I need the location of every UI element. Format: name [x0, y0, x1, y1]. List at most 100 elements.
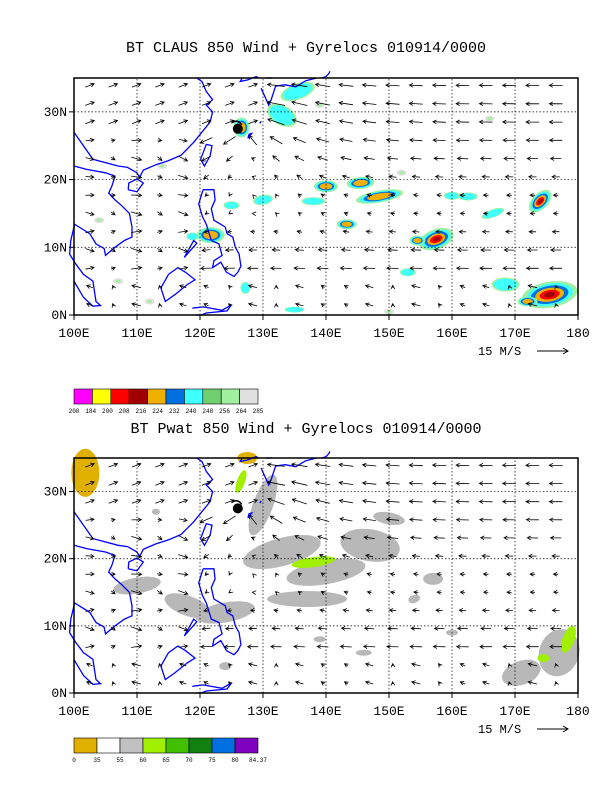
- pwat-moist-4: [267, 591, 348, 607]
- pwat-wind-vectors: [85, 462, 563, 686]
- claus-wind-arrow: [436, 211, 442, 216]
- pwat-moist-6: [164, 593, 211, 619]
- pwat-wind-arrow: [293, 644, 305, 649]
- pwat-wind-arrow: [364, 553, 374, 559]
- pwat-wind-arrow: [339, 644, 352, 649]
- pwat-wind-arrow: [455, 644, 469, 649]
- pwat-wind-arrow: [250, 536, 256, 541]
- pwat-y-tick-label: 10N: [44, 619, 67, 634]
- claus-wind-arrow: [249, 229, 256, 235]
- claus-y-tick-label: 20N: [44, 173, 67, 188]
- pwat-wind-arrow: [362, 499, 377, 504]
- pwat-coastline-1: [73, 457, 214, 559]
- claus-wind-arrow: [387, 247, 398, 253]
- pwat-wind-arrow: [364, 680, 374, 685]
- pwat-x-tick-label: 100E: [58, 704, 89, 719]
- claus-wind-arrow: [343, 211, 349, 217]
- claus-wind-arrow: [131, 302, 141, 307]
- claus-wind-arrow: [320, 212, 326, 217]
- claus-wind-arrow: [85, 156, 95, 161]
- pwat-wind-arrow: [525, 481, 540, 486]
- pwat-gyre-marker: [232, 503, 243, 514]
- pwat-wind-arrow: [225, 480, 235, 486]
- claus-wind-arrow: [340, 247, 351, 253]
- claus-gyre-marker: [232, 123, 243, 134]
- claus-wind-arrow: [459, 192, 466, 198]
- claus-cloud-14-1: [283, 83, 313, 100]
- pwat-wind-arrow: [408, 481, 423, 486]
- pwat-wind-arrow: [251, 554, 257, 559]
- claus-wind-arrow: [436, 192, 442, 198]
- pwat-wind-arrow: [503, 626, 515, 631]
- pwat-wind-arrow: [85, 680, 93, 686]
- claus-wind-arrow: [252, 194, 257, 200]
- pwat-wind-arrow: [228, 681, 233, 686]
- claus-wind-arrow: [272, 155, 280, 162]
- pwat-wind-arrow: [110, 608, 116, 613]
- claus-wind-arrow: [314, 100, 331, 106]
- pwat-wind-arrow: [552, 571, 559, 577]
- claus-wind-arrow: [294, 284, 304, 289]
- claus-colorbar-swatch: [92, 388, 112, 405]
- claus-light-core-7: [159, 164, 165, 168]
- claus-cloud-3-3: [522, 298, 533, 305]
- pwat-wind-arrow: [482, 680, 490, 686]
- claus-wind-arrow: [551, 229, 560, 234]
- claus-wind-arrow: [155, 101, 165, 106]
- claus-wind-arrow: [478, 101, 493, 106]
- claus-wind-arrow: [178, 247, 189, 253]
- claus-colorbar-label: 248: [202, 408, 213, 415]
- pwat-wind-arrow: [157, 644, 163, 650]
- pwat-coastline-9: [260, 457, 317, 487]
- pwat-coastline-5: [183, 618, 198, 637]
- pwat-wind-arrow: [529, 571, 536, 577]
- pwat-wind-arrow: [339, 517, 353, 522]
- pwat-wind-arrow: [527, 553, 537, 559]
- claus-wind-arrow: [274, 284, 279, 290]
- claus-wind-arrow: [228, 284, 233, 290]
- pwat-wind-arrow: [131, 536, 143, 541]
- claus-wind-arrow: [227, 174, 233, 179]
- claus-wind-arrow: [501, 101, 516, 106]
- pwat-wind-arrow: [361, 462, 377, 468]
- claus-wind-arrow: [459, 303, 466, 308]
- claus-wind-arrow: [266, 82, 285, 88]
- claus-wind-arrow: [455, 119, 470, 125]
- claus-wind-arrow: [251, 175, 257, 180]
- claus-wind-arrow: [409, 137, 423, 143]
- pwat-wind-arrow: [410, 626, 422, 631]
- pwat-wind-arrow: [527, 662, 538, 667]
- claus-wind-arrow: [178, 211, 189, 217]
- pwat-wind-arrow: [502, 517, 516, 522]
- pwat-moist-9: [423, 572, 444, 585]
- pwat-wind-arrow: [247, 680, 258, 685]
- pwat-gridlines: [74, 458, 578, 693]
- pwat-wind-arrow: [504, 553, 514, 559]
- pwat-x-tick-label: 170E: [499, 704, 530, 719]
- claus-wind-arrow: [361, 101, 377, 106]
- claus-wind-arrow: [178, 155, 189, 162]
- claus-wind-arrow: [131, 156, 143, 162]
- claus-wind-arrow: [526, 156, 539, 161]
- pwat-wind-arrow: [270, 644, 282, 649]
- claus-wind-arrow: [364, 284, 374, 289]
- pwat-coastline-10: [321, 451, 331, 459]
- claus-x-tick-label: 170E: [499, 326, 530, 341]
- claus-colorbar-label: 216: [136, 408, 147, 415]
- pwat-wind-arrow: [85, 480, 95, 486]
- claus-wind-arrow: [410, 247, 422, 253]
- claus-wind-arrow: [199, 137, 213, 144]
- pwat-moist-12: [151, 508, 160, 515]
- pwat-colorbar-label: 80: [231, 757, 239, 764]
- pwat-wind-arrow: [342, 608, 350, 613]
- claus-wind-arrow: [554, 302, 559, 308]
- pwat-wind-arrow: [482, 662, 490, 667]
- pwat-wind-arrow: [548, 517, 563, 523]
- pwat-wind-arrow: [297, 591, 303, 596]
- pwat-wind-arrow: [155, 499, 165, 504]
- claus-light-core-0: [115, 279, 121, 283]
- pwat-wind-arrow: [111, 681, 116, 686]
- pwat-moist-16: [408, 594, 421, 604]
- claus-wind-arrow: [410, 302, 421, 307]
- pwat-wind-arrow: [525, 499, 540, 504]
